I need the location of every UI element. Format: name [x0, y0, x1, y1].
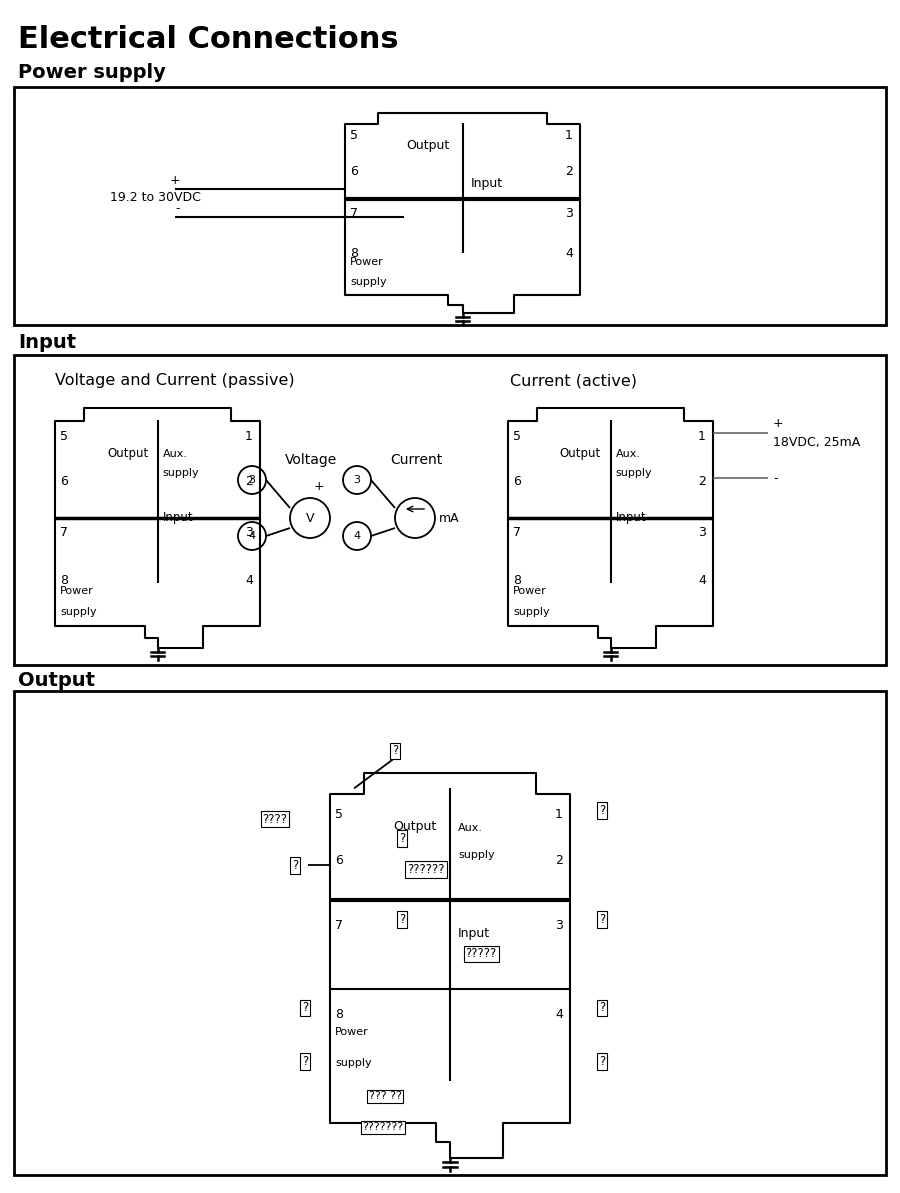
Text: ?: ?: [399, 832, 405, 845]
Text: Input: Input: [616, 511, 646, 524]
Text: 4: 4: [248, 531, 256, 540]
Text: 3: 3: [565, 208, 573, 220]
Text: ?: ?: [302, 1001, 308, 1014]
Text: 2: 2: [555, 854, 563, 867]
Text: 4: 4: [565, 247, 573, 260]
Text: ?: ?: [598, 804, 605, 817]
Text: +: +: [314, 480, 325, 493]
Text: mA: mA: [439, 512, 460, 525]
Text: supply: supply: [458, 849, 495, 860]
Text: 7: 7: [60, 526, 68, 538]
Text: supply: supply: [163, 468, 199, 478]
Text: Input: Input: [458, 927, 491, 940]
Text: ?????: ?????: [465, 947, 497, 960]
Text: 2: 2: [245, 475, 253, 488]
Text: Power: Power: [60, 586, 94, 595]
Text: 8: 8: [335, 1008, 343, 1021]
Text: -: -: [773, 471, 778, 484]
Text: Electrical Connections: Electrical Connections: [18, 25, 399, 54]
Text: 3: 3: [248, 475, 256, 486]
Text: 5: 5: [335, 808, 343, 821]
Text: 3: 3: [354, 475, 361, 486]
Text: ?: ?: [399, 913, 405, 926]
Text: Aux.: Aux.: [163, 449, 187, 459]
Text: Power supply: Power supply: [18, 63, 166, 82]
Text: 1: 1: [565, 129, 573, 142]
Text: supply: supply: [513, 607, 550, 617]
Text: supply: supply: [350, 277, 387, 288]
Text: ???????: ???????: [362, 1123, 403, 1132]
Text: Output: Output: [107, 447, 148, 460]
Text: 4: 4: [354, 531, 361, 540]
Text: Current: Current: [390, 453, 442, 466]
Text: supply: supply: [616, 468, 652, 478]
Text: 4: 4: [555, 1008, 563, 1021]
Text: ??????: ??????: [407, 863, 445, 876]
Text: ?: ?: [292, 859, 298, 872]
Text: 1: 1: [555, 808, 563, 821]
Text: 3: 3: [245, 526, 253, 538]
Text: 3: 3: [698, 526, 706, 538]
Text: 8: 8: [513, 574, 521, 587]
Text: 18VDC, 25mA: 18VDC, 25mA: [773, 435, 860, 449]
Text: V: V: [306, 512, 314, 525]
Text: 2: 2: [698, 475, 706, 488]
Text: 1: 1: [698, 429, 706, 443]
Text: 7: 7: [350, 208, 358, 220]
Text: 5: 5: [513, 429, 521, 443]
Text: +: +: [169, 174, 180, 187]
Text: ?: ?: [598, 1056, 605, 1068]
Text: ?: ?: [392, 744, 398, 758]
Text: 19.2 to 30VDC: 19.2 to 30VDC: [110, 191, 201, 204]
Text: Output: Output: [18, 670, 95, 690]
Text: 7: 7: [513, 526, 521, 538]
Bar: [14, 691, 886, 1175]
Text: 6: 6: [335, 854, 343, 867]
Text: ??? ??: ??? ??: [369, 1092, 401, 1101]
Text: 6: 6: [513, 475, 521, 488]
Text: 4: 4: [698, 574, 706, 587]
Bar: [14, 87, 886, 324]
Text: Power: Power: [513, 586, 547, 595]
Text: Output: Output: [560, 447, 601, 460]
Text: ?: ?: [598, 1001, 605, 1014]
Text: 8: 8: [350, 247, 358, 260]
Text: 5: 5: [350, 129, 358, 142]
Text: supply: supply: [60, 607, 96, 617]
Text: ?: ?: [302, 1056, 308, 1068]
Text: Power: Power: [350, 256, 383, 267]
Text: Voltage and Current (passive): Voltage and Current (passive): [55, 373, 294, 388]
Text: Voltage: Voltage: [285, 453, 338, 466]
Text: 6: 6: [350, 165, 358, 178]
Text: -: -: [176, 202, 180, 215]
Text: Output: Output: [393, 821, 436, 834]
Text: +: +: [773, 416, 784, 429]
Text: 3: 3: [555, 920, 563, 932]
Text: ????: ????: [263, 812, 287, 826]
Text: 5: 5: [60, 429, 68, 443]
Text: 1: 1: [245, 429, 253, 443]
Text: 2: 2: [565, 165, 573, 178]
Text: Input: Input: [471, 177, 502, 190]
Text: Power: Power: [335, 1027, 369, 1037]
Bar: [14, 356, 886, 665]
Text: Aux.: Aux.: [616, 449, 641, 459]
Text: 6: 6: [60, 475, 68, 488]
Text: Current (active): Current (active): [510, 373, 637, 388]
Text: 8: 8: [60, 574, 68, 587]
Text: 7: 7: [335, 920, 343, 932]
Text: 4: 4: [245, 574, 253, 587]
Text: Input: Input: [163, 511, 194, 524]
Text: ?: ?: [598, 913, 605, 926]
Text: Input: Input: [18, 333, 76, 352]
Text: Aux.: Aux.: [458, 823, 483, 833]
Text: Output: Output: [406, 138, 449, 152]
Text: supply: supply: [335, 1058, 372, 1068]
